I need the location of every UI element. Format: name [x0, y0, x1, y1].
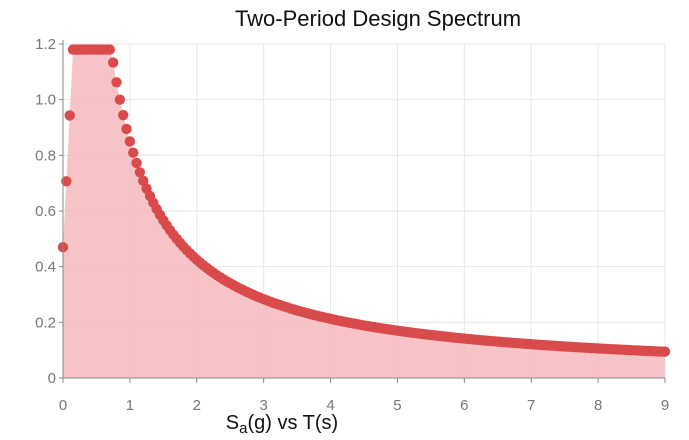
x-axis-label-subscript: a	[239, 420, 248, 437]
data-point	[131, 157, 142, 169]
y-tick-label: 0	[48, 370, 56, 387]
spectrum-points	[57, 44, 671, 357]
data-point	[104, 44, 116, 55]
data-point	[61, 176, 72, 187]
y-tick-label: 1.2	[35, 36, 56, 53]
data-point	[118, 109, 129, 121]
x-axis-label: Sa(g) vs T(s)	[226, 412, 338, 437]
data-point	[107, 57, 119, 68]
data-point	[659, 346, 671, 357]
x-tick-label: 0	[59, 397, 67, 414]
y-tick-label: 0.6	[35, 203, 56, 220]
data-point	[128, 147, 139, 158]
data-point	[138, 175, 149, 187]
spectrum-fill	[63, 49, 665, 378]
y-tick-label: 0.4	[35, 259, 56, 276]
x-axis-label-rest: (g) vs T(s)	[247, 412, 338, 434]
chart-title: Two-Period Design Spectrum	[235, 6, 521, 31]
x-tick-labels: 0 1 2 3 4 5 6 7 8 9	[59, 378, 669, 414]
data-point	[111, 77, 122, 88]
y-tick-label: 0.8	[35, 147, 56, 164]
x-tick-label: 4	[326, 397, 334, 414]
x-tick-label: 2	[193, 397, 201, 414]
data-point	[124, 136, 136, 147]
data-point	[121, 123, 132, 135]
y-tick-label: 0.2	[35, 314, 56, 331]
data-point	[134, 167, 146, 178]
x-tick-label: 8	[594, 397, 602, 414]
x-tick-label: 5	[393, 397, 401, 414]
y-tick-label: 1.0	[35, 92, 56, 109]
data-point	[64, 110, 75, 121]
x-tick-label: 9	[661, 397, 669, 414]
x-tick-label: 7	[527, 397, 535, 414]
x-tick-label: 3	[259, 397, 267, 414]
axes	[62, 40, 665, 379]
spectrum-area	[63, 49, 665, 378]
data-point	[114, 94, 126, 105]
x-axis-label-main: S	[226, 412, 239, 434]
x-tick-label: 6	[460, 397, 468, 414]
y-tick-labels: 0 0.2 0.4 0.6 0.8 1.0 1.2	[35, 36, 63, 387]
x-tick-label: 1	[126, 397, 134, 414]
